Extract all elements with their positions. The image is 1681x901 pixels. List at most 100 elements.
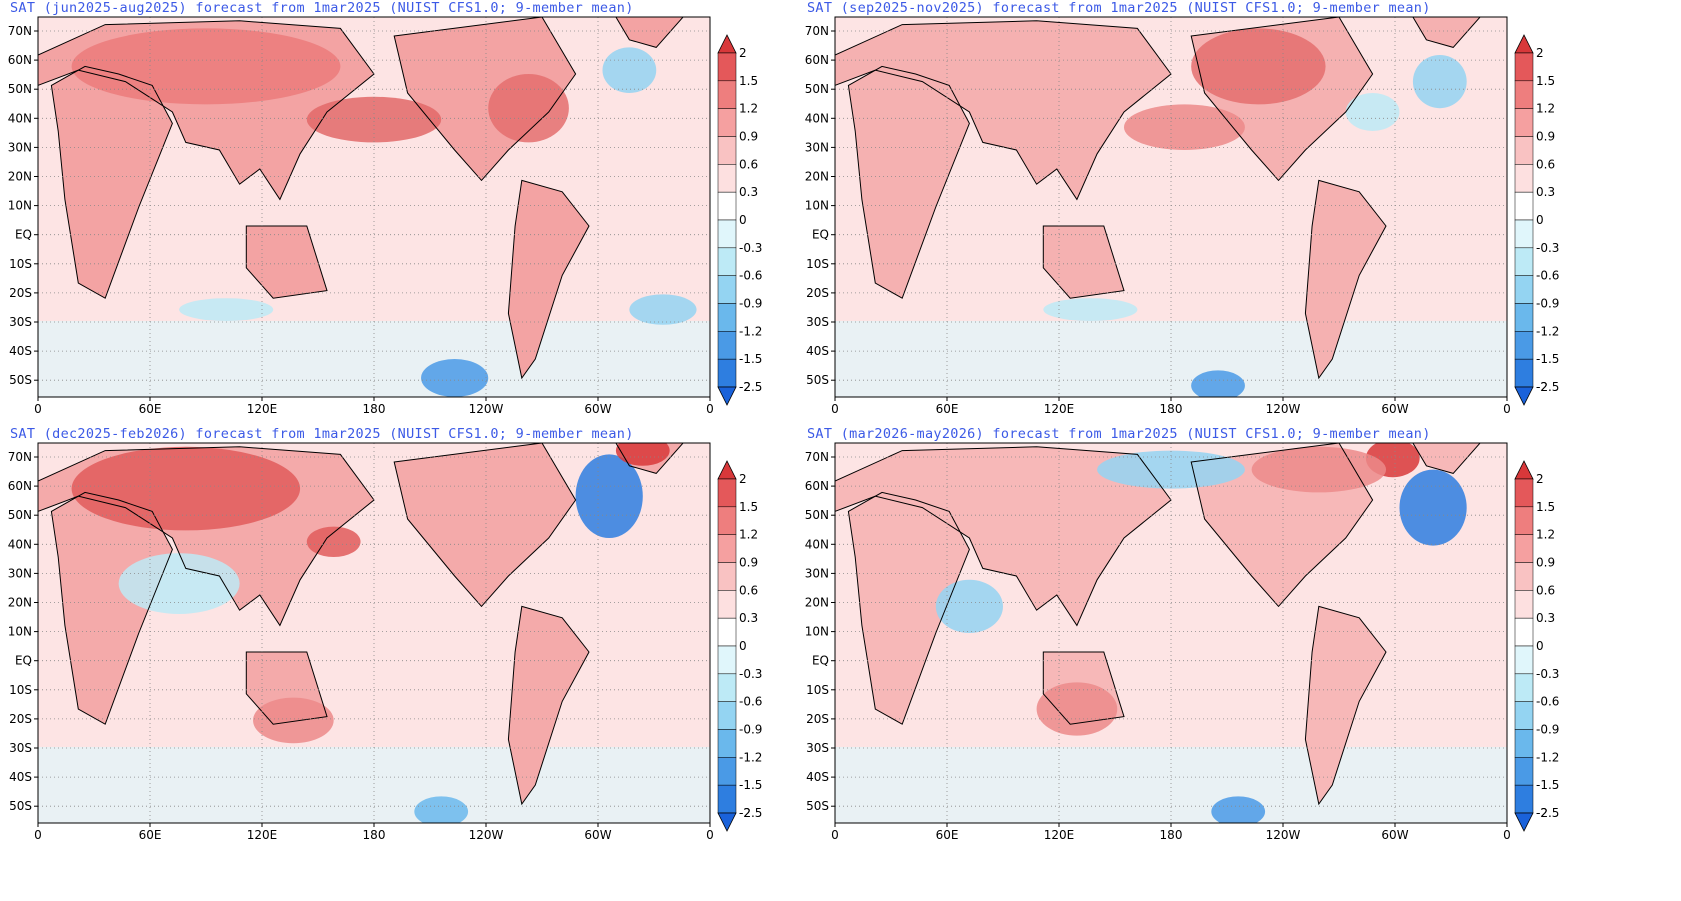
colorbar-label: -0.9 — [739, 723, 762, 737]
map-svg: 70N 60N 50N 40N 30N 20N 10N EQ 10S 20S 30S 40S 50S 0 6… — [8, 16, 762, 416]
lat-label: 20S — [9, 712, 32, 726]
colorbar-segment — [1514, 219, 1534, 249]
lat-label: EQ — [812, 654, 829, 668]
lat-label: 50S — [806, 373, 829, 387]
anomaly-region — [421, 359, 489, 397]
land-fill — [246, 226, 327, 299]
lon-label: 120W — [469, 828, 504, 842]
colorbar-arrow-top — [1514, 460, 1534, 480]
colorbar-label: 1.2 — [739, 102, 758, 116]
colorbar-label: 0.9 — [739, 556, 758, 570]
lat-label: EQ — [15, 654, 32, 668]
colorbar-label: -0.9 — [739, 297, 762, 311]
lat-label: 40N — [805, 537, 829, 551]
lat-label: 40S — [9, 344, 32, 358]
lon-label: 60W — [584, 828, 611, 842]
colorbar-segment — [1514, 108, 1534, 137]
colorbar-segment — [717, 506, 737, 535]
colorbar-segment — [717, 590, 737, 619]
map-panel-jja: SAT (jun2025-aug2025) forecast from 1mar… — [0, 0, 820, 445]
map-field — [38, 443, 710, 823]
lat-label: 20N — [8, 596, 32, 610]
colorbar-label: 1.2 — [1536, 528, 1555, 542]
anomaly-region — [306, 96, 442, 143]
lat-label: 50S — [9, 799, 32, 813]
land-fill — [848, 492, 970, 725]
lat-label: 10S — [9, 683, 32, 697]
anomaly-region — [1043, 298, 1138, 321]
anomaly-region — [615, 443, 670, 466]
land-fill — [508, 180, 589, 378]
land-fill — [394, 17, 576, 181]
colorbar-label: 0.6 — [739, 583, 758, 597]
lon-label: 180 — [1160, 402, 1183, 416]
colorbar-label: 1.2 — [739, 528, 758, 542]
colorbar-label: 0.9 — [1536, 130, 1555, 144]
colorbar-label: -0.3 — [739, 241, 762, 255]
lat-label: 20N — [805, 170, 829, 184]
colorbar-segment — [717, 358, 737, 388]
anomaly-region — [1211, 796, 1266, 823]
colorbar-label: 0 — [1536, 213, 1544, 227]
coastline — [393, 443, 577, 608]
panel-title: SAT (dec2025-feb2026) forecast from 1mar… — [10, 426, 634, 442]
colorbar-label: 0.9 — [1536, 556, 1555, 570]
lat-label: 50N — [8, 508, 32, 522]
map-svg: 70N 60N 50N 40N 30N 20N 10N EQ 10S 20S 30S 40S 50S 0 6… — [8, 442, 762, 842]
lat-label: 40S — [806, 770, 829, 784]
colorbar-segment — [1514, 590, 1534, 619]
lat-label: 40N — [805, 111, 829, 125]
colorbar-label: 2 — [739, 46, 747, 60]
anomaly-region — [629, 294, 697, 325]
colorbar: 2 1.5 1.2 0.9 0.6 0.3 0 -0.3 -0.6 -0.9 -1.2 -1.5 -2-… — [1514, 34, 1559, 406]
colorbar-arrow-top — [717, 34, 737, 54]
land-fill — [1412, 443, 1481, 474]
colorbar-arrow-bottom — [717, 386, 737, 406]
lat-label: EQ — [812, 228, 829, 242]
colorbar-segment — [1514, 701, 1534, 730]
lat-label: 40N — [8, 537, 32, 551]
anomaly-region — [306, 526, 361, 557]
lat-label: 50S — [806, 799, 829, 813]
colorbar-label: -1.2 — [1536, 750, 1559, 764]
lat-label: 40N — [8, 111, 32, 125]
colorbar-label: -1.5 — [1536, 778, 1559, 792]
colorbar: 2 1.5 1.2 0.9 0.6 0.3 0 -0.3 -0.6 -0.9 -1.2 -1.5 -2-… — [1514, 460, 1559, 832]
map-panel-djf: SAT (dec2025-feb2026) forecast from 1mar… — [0, 426, 820, 871]
coastline — [245, 225, 328, 299]
colorbar-segment — [717, 247, 737, 276]
anomaly-region — [1412, 55, 1467, 109]
colorbar-segment — [717, 784, 737, 814]
lon-label: 60E — [139, 402, 162, 416]
lat-label: 30N — [8, 566, 32, 580]
colorbar-label: -0.6 — [1536, 269, 1559, 283]
colorbar-label: -2.5 — [1536, 380, 1559, 394]
colorbar-segment — [717, 673, 737, 702]
coastline — [615, 17, 684, 48]
colorbar-segment — [717, 534, 737, 563]
lat-label: 70N — [8, 450, 32, 464]
colorbar-label: -0.9 — [1536, 297, 1559, 311]
map-svg: 70N 60N 50N 40N 30N 20N 10N EQ 10S 20S 30S 40S 50S 0 6… — [805, 16, 1559, 416]
lon-label: 0 — [1503, 828, 1511, 842]
colorbar: 2 1.5 1.2 0.9 0.6 0.3 0 -0.3 -0.6 -0.9 -1.2 -1.5 -2-… — [717, 460, 762, 832]
lon-label: 60E — [936, 402, 959, 416]
anomaly-region — [253, 697, 334, 744]
colorbar-segment — [717, 164, 737, 193]
colorbar-segment — [1514, 52, 1534, 82]
colorbar-segment — [1514, 275, 1534, 304]
land-fill — [51, 492, 173, 725]
lat-label: 10N — [805, 199, 829, 213]
colorbar-label: 0.6 — [1536, 583, 1555, 597]
lat-label: 50N — [8, 82, 32, 96]
anomaly-region — [488, 74, 569, 143]
colorbar-label: 0.6 — [739, 157, 758, 171]
colorbar-segment — [1514, 478, 1534, 508]
map-field — [38, 17, 710, 397]
colorbar-segment — [1514, 506, 1534, 535]
lat-label: 50N — [805, 82, 829, 96]
lat-label: 30S — [806, 315, 829, 329]
colorbar-arrow-bottom — [717, 812, 737, 832]
lat-label: 20N — [805, 596, 829, 610]
anomaly-region — [1399, 469, 1467, 546]
